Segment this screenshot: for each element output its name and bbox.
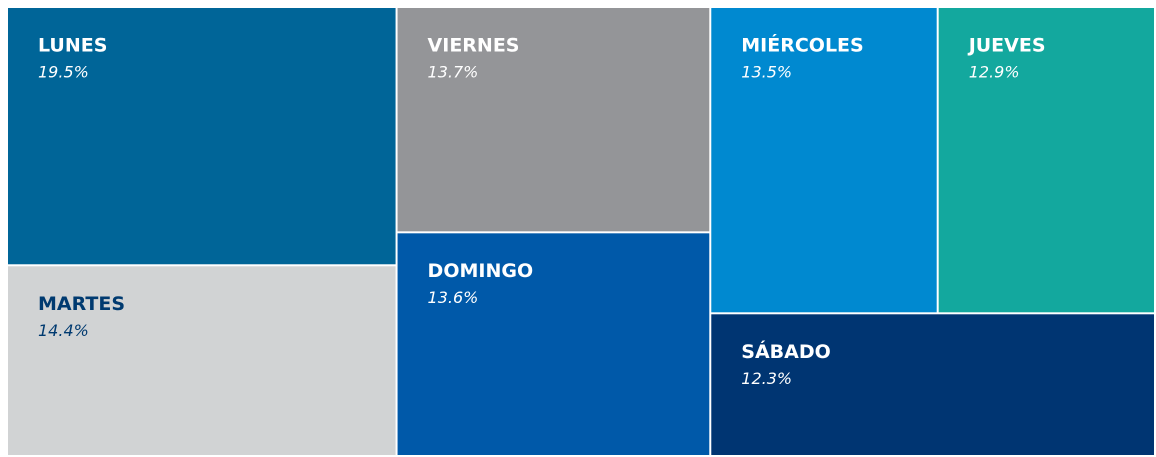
tile-label: SÁBADO [741, 340, 831, 363]
tile-value: 13.5% [741, 63, 792, 82]
tile [938, 8, 1154, 313]
tile [397, 8, 710, 232]
tile [711, 314, 1154, 455]
tile-label: LUNES [38, 35, 107, 57]
tile-value: 14.4% [38, 321, 89, 340]
tile-label: MARTES [38, 293, 125, 315]
tile-value: 12.9% [969, 63, 1020, 82]
tile-label: DOMINGO [428, 260, 534, 282]
tile [397, 233, 710, 455]
tile [8, 266, 396, 455]
tile-label: MIÉRCOLES [741, 34, 863, 57]
tile-value: 13.7% [428, 63, 479, 82]
tile [8, 8, 396, 265]
tile-label: VIERNES [428, 35, 520, 57]
tile-label: JUEVES [967, 35, 1046, 57]
tile-value: 12.3% [741, 369, 792, 388]
tile-value: 13.6% [428, 288, 479, 307]
tile-value: 19.5% [38, 63, 89, 82]
tile [711, 8, 937, 313]
